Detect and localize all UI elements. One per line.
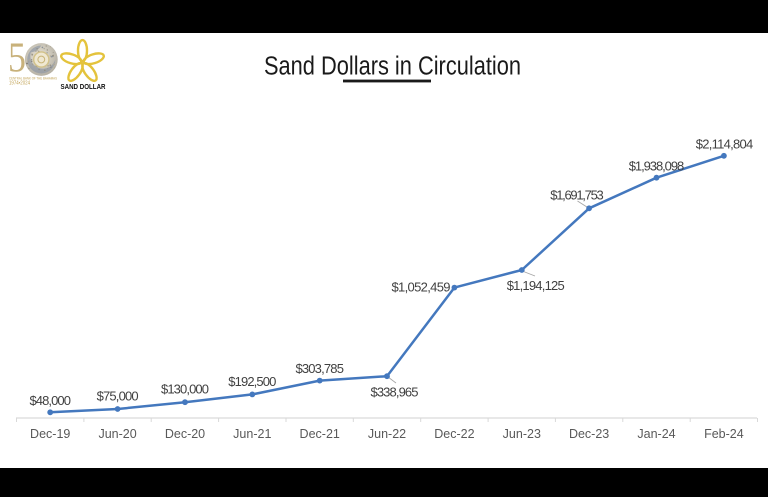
svg-text:Jun-20: Jun-20 xyxy=(98,427,136,441)
svg-text:$130,000: $130,000 xyxy=(161,382,209,397)
svg-text:Dec-20: Dec-20 xyxy=(165,427,205,441)
svg-text:$338,965: $338,965 xyxy=(371,384,419,399)
svg-text:$1,938,098: $1,938,098 xyxy=(629,159,685,174)
svg-text:$1,691,753: $1,691,753 xyxy=(550,187,604,202)
svg-text:Jun-21: Jun-21 xyxy=(233,427,271,441)
svg-text:$75,000: $75,000 xyxy=(97,389,139,404)
svg-text:Jun-23: Jun-23 xyxy=(503,427,541,441)
svg-text:$1,194,125: $1,194,125 xyxy=(507,278,565,293)
svg-text:SAND DOLLAR: SAND DOLLAR xyxy=(61,82,106,91)
svg-text:$1,052,459: $1,052,459 xyxy=(392,279,451,294)
svg-text:$48,000: $48,000 xyxy=(29,393,70,408)
svg-text:Jun-22: Jun-22 xyxy=(368,427,406,441)
svg-text:$192,500: $192,500 xyxy=(228,374,276,389)
svg-text:Dec-23: Dec-23 xyxy=(569,427,609,441)
svg-text:$2,114,804: $2,114,804 xyxy=(696,137,754,152)
svg-text:Dec-19: Dec-19 xyxy=(30,427,70,441)
svg-text:Dec-21: Dec-21 xyxy=(300,427,340,441)
svg-text:Sand Dollars in Circulation: Sand Dollars in Circulation xyxy=(264,53,521,81)
svg-text:Feb-24: Feb-24 xyxy=(704,427,744,441)
svg-text:Jan-24: Jan-24 xyxy=(637,427,675,441)
svg-text:1974•2024: 1974•2024 xyxy=(9,81,30,87)
svg-text:Dec-22: Dec-22 xyxy=(434,427,474,441)
svg-text:$303,785: $303,785 xyxy=(295,361,344,376)
svg-text:CENTRAL BANK OF THE BAHAMAS: CENTRAL BANK OF THE BAHAMAS xyxy=(9,75,57,80)
svg-text:5: 5 xyxy=(8,36,26,82)
